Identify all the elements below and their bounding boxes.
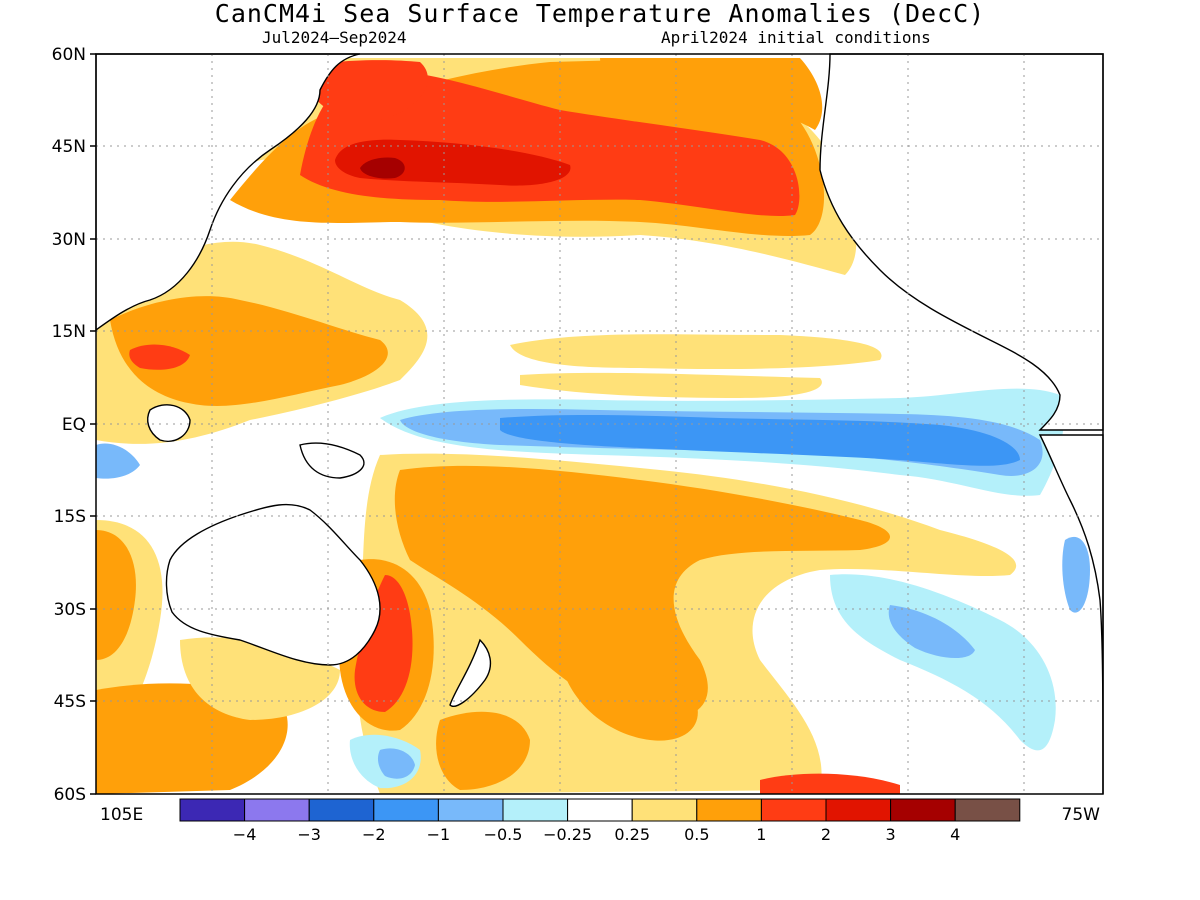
colorbar	[179, 798, 1021, 822]
borneo	[147, 404, 191, 442]
west-pacific-warm	[110, 296, 388, 406]
colorbar-swatch	[631, 798, 698, 822]
colorbar-swatch	[244, 798, 310, 822]
colorbar-label: 3	[886, 825, 896, 844]
north-pacific-warm-max	[360, 157, 405, 179]
colorbar-label: −2	[362, 825, 386, 844]
south-cool-core	[377, 748, 415, 779]
colorbar-swatch	[502, 798, 569, 822]
equatorial-cool-strong	[500, 414, 1020, 466]
lon-label-left: 105E	[100, 805, 143, 825]
north-subtropical-warm-light	[510, 334, 882, 370]
new-guinea	[299, 442, 365, 479]
colorbar-label: 0.5	[684, 825, 709, 844]
asia-coast	[95, 53, 361, 332]
colorbar-label: −0.5	[484, 825, 523, 844]
okhotsk-warm-strong	[300, 60, 428, 121]
south-china-sea-warm	[129, 344, 190, 370]
land-outlines	[95, 53, 1104, 795]
indonesia-cool	[96, 443, 140, 479]
lat-ticks	[90, 53, 96, 795]
colorbar-swatch	[179, 798, 246, 822]
lat-labels: 60N 45N 30N 15N EQ 15S 30S 45S 60S	[52, 45, 86, 805]
southeast-cool	[888, 605, 975, 659]
north-tropical-warm-light	[520, 372, 822, 398]
graticule	[96, 54, 1103, 794]
lat-label-30n: 30N	[52, 230, 86, 250]
colorbar-swatch	[437, 798, 504, 822]
lat-label-eq: EQ	[62, 415, 86, 435]
colorbar-label: −1	[427, 825, 451, 844]
central-south-pacific-warm	[560, 656, 698, 741]
map-title: CanCM4i Sea Surface Temperature Anomalie…	[214, 0, 986, 28]
australia	[165, 503, 381, 666]
colorbar-swatch	[825, 798, 892, 822]
colorbar-swatch	[373, 798, 439, 822]
initial-conditions: April2024 initial conditions	[661, 28, 931, 47]
lat-label-30s: 30S	[54, 600, 86, 620]
lat-label-60n: 60N	[52, 45, 86, 65]
alaska-warm	[600, 58, 823, 130]
colorbar-swatch	[567, 798, 633, 822]
colorbar-label: 4	[950, 825, 960, 844]
colorbar-label: −0.25	[543, 825, 592, 844]
new-zealand	[449, 638, 492, 707]
colorbar-swatch	[308, 798, 375, 822]
colorbar-labels: −4 −3 −2 −1 −0.5 −0.25 0.25 0.5 1 2 3 4	[233, 825, 960, 844]
colorbar-label: 2	[821, 825, 831, 844]
north-america	[819, 53, 1104, 431]
lon-label-right: 75W	[1062, 805, 1101, 825]
southwest-warm	[96, 530, 136, 660]
southern-ocean-warm-strong	[760, 773, 900, 794]
colorbar-label: −4	[233, 825, 257, 844]
forecast-period: Jul2024—Sep2024	[262, 28, 407, 47]
colorbar-label: 1	[756, 825, 766, 844]
lat-label-45s: 45S	[54, 692, 86, 712]
south-pacific-warm	[394, 465, 890, 720]
colorbar-swatch	[696, 798, 762, 822]
south-america-coast-cool	[1062, 536, 1090, 613]
colorbar-swatch	[760, 798, 827, 822]
colorbar-swatch	[954, 798, 1021, 822]
lat-label-15s: 15S	[54, 507, 86, 527]
colorbar-label: 0.25	[614, 825, 650, 844]
south-warm-patch	[436, 711, 530, 790]
southeast-cool-light	[830, 574, 1056, 751]
colorbar-swatch	[890, 798, 956, 822]
colorbar-label: −3	[297, 825, 321, 844]
lat-label-45n: 45N	[52, 137, 86, 157]
lat-label-15n: 15N	[52, 322, 86, 342]
lat-label-60s: 60S	[54, 785, 86, 805]
